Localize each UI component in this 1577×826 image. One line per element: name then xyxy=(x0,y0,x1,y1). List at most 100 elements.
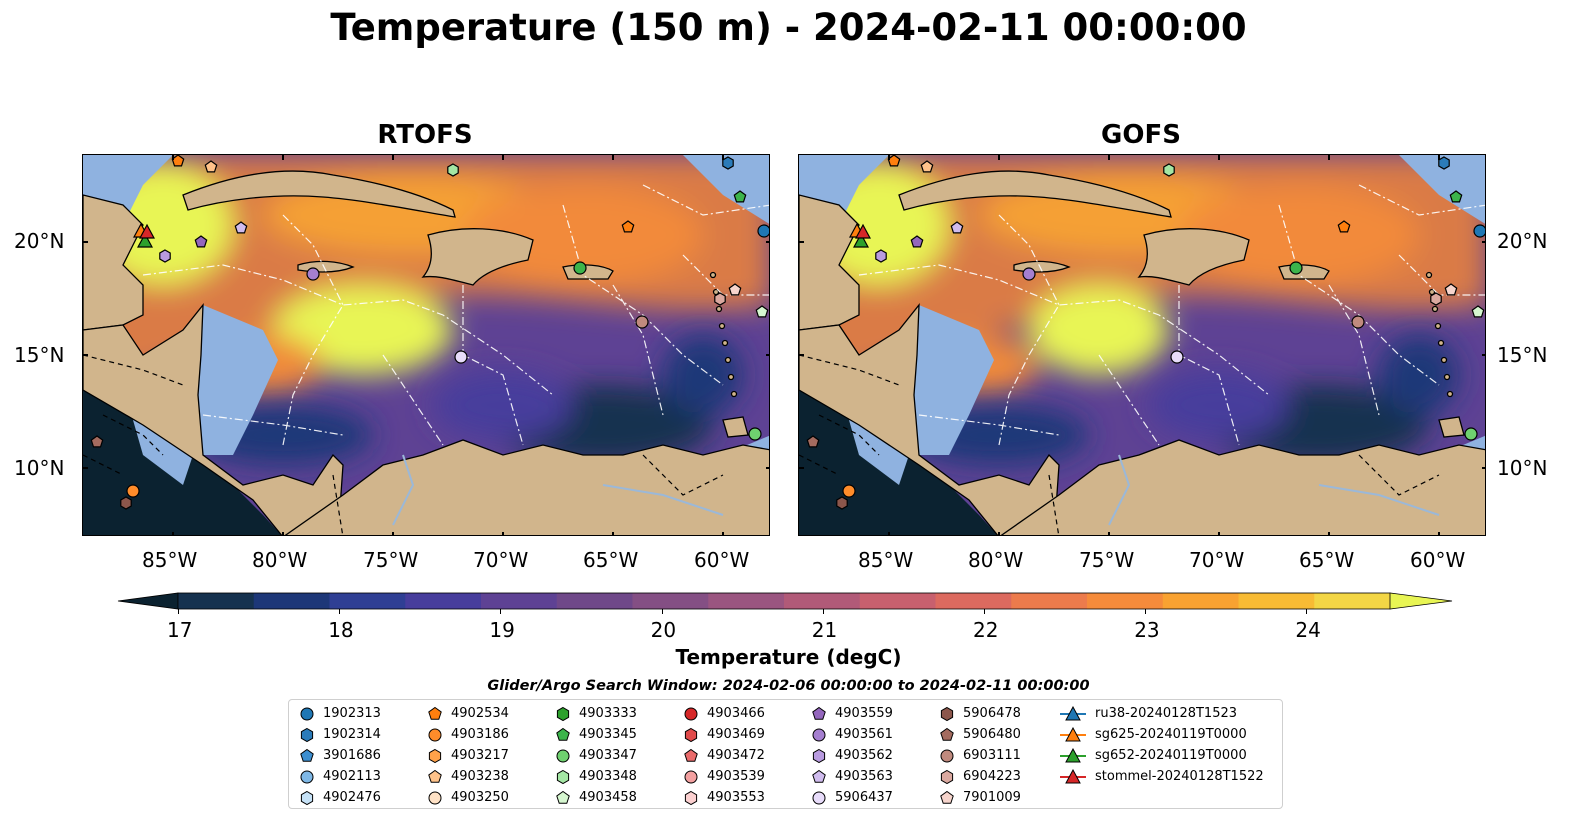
legend-circle xyxy=(428,728,442,741)
colorbar-bin xyxy=(708,593,785,609)
y-tick-label: 15°N xyxy=(14,343,65,367)
colorbar-bin xyxy=(1087,593,1164,609)
legend-shape xyxy=(684,790,698,805)
colorbar-bin xyxy=(784,593,861,609)
legend-label: 4903559 xyxy=(835,706,893,721)
legend-item: 4903345 xyxy=(555,724,637,745)
float-marker xyxy=(1471,305,1485,318)
float-marker xyxy=(1337,220,1351,233)
rivers xyxy=(392,454,724,526)
float-marker xyxy=(1430,292,1442,306)
legend-marker xyxy=(812,728,826,741)
legend-triangle xyxy=(1065,768,1081,783)
legend-circle xyxy=(300,770,314,783)
legend-item: sg625-20240119T0000 xyxy=(1059,724,1247,745)
legend-marker xyxy=(428,769,442,783)
legend-shape xyxy=(940,727,954,741)
legend-circle xyxy=(556,749,570,762)
eez-boundaries xyxy=(858,184,1485,446)
legend-label: 7901009 xyxy=(963,790,1021,805)
float-marker xyxy=(204,160,218,173)
legend-label: sg652-20240119T0000 xyxy=(1095,748,1247,763)
colorbar-bin xyxy=(329,593,406,609)
gofs-map xyxy=(798,154,1486,536)
y-tick-label: 10°N xyxy=(14,456,65,480)
legend-item: 4903333 xyxy=(555,703,637,724)
legend-marker xyxy=(1060,726,1086,741)
legend-shape xyxy=(556,790,570,804)
float-marker xyxy=(1351,315,1365,329)
legend-label: 4903562 xyxy=(835,748,893,763)
legend-label: 4903466 xyxy=(707,706,765,721)
legend-item: 4903458 xyxy=(555,787,637,808)
legend-item: 4903561 xyxy=(811,724,893,745)
legend-shape xyxy=(684,727,698,742)
x-tick-label: 65°W xyxy=(583,548,639,572)
float-marker xyxy=(1022,267,1036,281)
legend-marker xyxy=(684,707,698,720)
legend-circle xyxy=(812,728,826,741)
legend-marker xyxy=(684,727,698,742)
colorbar-tick-mark xyxy=(984,609,985,614)
float-marker xyxy=(621,220,635,233)
legend-marker xyxy=(556,769,570,784)
legend-marker xyxy=(940,790,954,804)
legend-shape xyxy=(300,790,314,805)
legend-item: 4903466 xyxy=(683,703,765,724)
legend-marker xyxy=(300,727,314,742)
legend-marker xyxy=(300,707,314,720)
x-tick-label: 70°W xyxy=(473,548,529,572)
legend-item: 6903111 xyxy=(939,745,1021,766)
colorbar-tick-mark xyxy=(661,609,663,614)
float-marker xyxy=(1170,350,1184,364)
float-marker xyxy=(733,190,747,203)
legend-label: 4903250 xyxy=(451,790,509,805)
legend-circle xyxy=(812,791,826,804)
float-marker xyxy=(875,249,887,263)
legend-marker xyxy=(684,770,698,783)
colorbar-bin xyxy=(935,593,1012,609)
colorbar-tick-label: 21 xyxy=(811,618,838,642)
colorbar-tick-mark xyxy=(178,609,179,614)
colorbar-bin xyxy=(632,593,709,609)
legend-shape xyxy=(556,706,570,721)
legend-marker xyxy=(1060,768,1086,783)
legend-label: 4902476 xyxy=(323,790,381,805)
legend-item: ru38-20240128T1523 xyxy=(1059,703,1237,724)
float-marker xyxy=(1464,427,1478,441)
float-marker xyxy=(806,435,820,448)
legend-item: 4903559 xyxy=(811,703,893,724)
legend-item: 4903186 xyxy=(427,724,509,745)
float-marker xyxy=(120,496,132,510)
legend-item: sg652-20240119T0000 xyxy=(1059,745,1247,766)
legend-label: 4903186 xyxy=(451,727,509,742)
legend-label: 6904223 xyxy=(963,769,1021,784)
x-tick-label: 85°W xyxy=(142,548,198,572)
legend-item: 4903347 xyxy=(555,745,637,766)
legend-title: Glider/Argo Search Window: 2024-02-06 00… xyxy=(487,678,1090,694)
colorbar-tick-mark xyxy=(1145,609,1147,614)
legend-marker xyxy=(1060,705,1086,720)
legend-label: 5906478 xyxy=(963,706,1021,721)
cold-water xyxy=(909,335,1459,465)
legend-marker xyxy=(300,790,314,805)
country-borders xyxy=(83,354,724,535)
x-tick-label: 70°W xyxy=(1189,548,1245,572)
panel-title-rtofs: RTOFS xyxy=(377,120,473,150)
legend: 1902313 1902314 3901686 4902113 4902476 49025… xyxy=(288,699,1283,809)
colorbar-bin xyxy=(556,593,633,609)
legend-item: 5906478 xyxy=(939,703,1021,724)
legend-marker xyxy=(556,790,570,804)
eez-boundaries xyxy=(142,184,769,446)
colorbar-tick-mark xyxy=(1306,609,1308,614)
glider-marker xyxy=(854,223,872,239)
float-marker xyxy=(454,350,468,364)
legend-marker xyxy=(300,770,314,783)
float-marker xyxy=(447,163,459,177)
legend-shape xyxy=(812,706,826,720)
legend-label: 3901686 xyxy=(323,748,381,763)
colorbar-tick-label: 24 xyxy=(1295,618,1321,642)
legend-label: 1902314 xyxy=(323,727,381,742)
legend-label: 4903563 xyxy=(835,769,893,784)
legend-label: sg625-20240119T0000 xyxy=(1095,727,1247,742)
